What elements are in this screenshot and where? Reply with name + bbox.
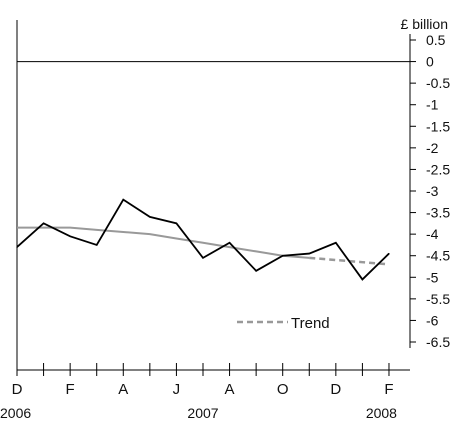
- y-tick-label: -0.5: [426, 75, 450, 91]
- series-point: [308, 252, 310, 255]
- series-point: [149, 216, 151, 218]
- x-tick-label: D: [330, 381, 341, 398]
- series-point: [42, 222, 45, 224]
- y-tick-label: -4.5: [426, 248, 450, 264]
- y-tick-label: -3.5: [426, 205, 450, 221]
- series-point: [69, 235, 71, 237]
- legend-trend-label: Trend: [291, 315, 330, 332]
- year-label: 2008: [366, 405, 397, 421]
- axes: [16, 20, 411, 371]
- y-tick-label: -6.5: [426, 334, 450, 350]
- legend: Trend: [237, 315, 330, 332]
- year-label: 2006: [0, 405, 31, 421]
- series-group: [16, 198, 390, 281]
- x-tick-label: O: [277, 381, 289, 398]
- y-tick-label: -6: [426, 312, 439, 328]
- x-tick-label: D: [12, 381, 23, 398]
- x-tick-label: F: [66, 381, 75, 398]
- series-point: [96, 244, 98, 246]
- x-tick-label: F: [384, 381, 393, 398]
- series-point: [202, 257, 204, 259]
- trend-line-solid: [17, 226, 310, 259]
- y-tick-label: -2.5: [426, 161, 450, 177]
- series-point: [122, 199, 124, 201]
- series-point: [335, 242, 337, 244]
- y-tick-label: -1: [426, 97, 439, 113]
- series-point: [388, 252, 390, 255]
- y-tick-label: 0.5: [426, 32, 446, 48]
- series-point: [16, 246, 18, 248]
- y-tick-label: -5: [426, 269, 439, 285]
- series-point: [361, 278, 364, 281]
- y-tick-label: 0: [426, 54, 434, 70]
- series-point: [282, 255, 284, 257]
- y-tick-label: -2: [426, 140, 439, 156]
- ticks-group: 0.5 0 -0.5 -1 -1.5 -2 -2.5 -3 -3.5 -4 -4.5 -5 -5.5 -6…: [0, 32, 450, 421]
- y-tick-label: -1.5: [426, 118, 450, 134]
- y-tick-label: -4: [426, 226, 439, 242]
- unit-label: £ billion: [401, 16, 448, 32]
- series-point: [175, 222, 178, 224]
- trend-line-dashed: [309, 256, 390, 266]
- series-line: [16, 198, 390, 281]
- x-tick-label: J: [173, 381, 181, 398]
- x-tick-label: A: [118, 381, 128, 398]
- series-point: [228, 242, 231, 244]
- year-label: 2007: [187, 405, 218, 421]
- x-tick-label: A: [225, 381, 235, 398]
- series-point: [255, 270, 257, 272]
- y-tick-label: -5.5: [426, 291, 450, 307]
- y-tick-label: -3: [426, 183, 439, 199]
